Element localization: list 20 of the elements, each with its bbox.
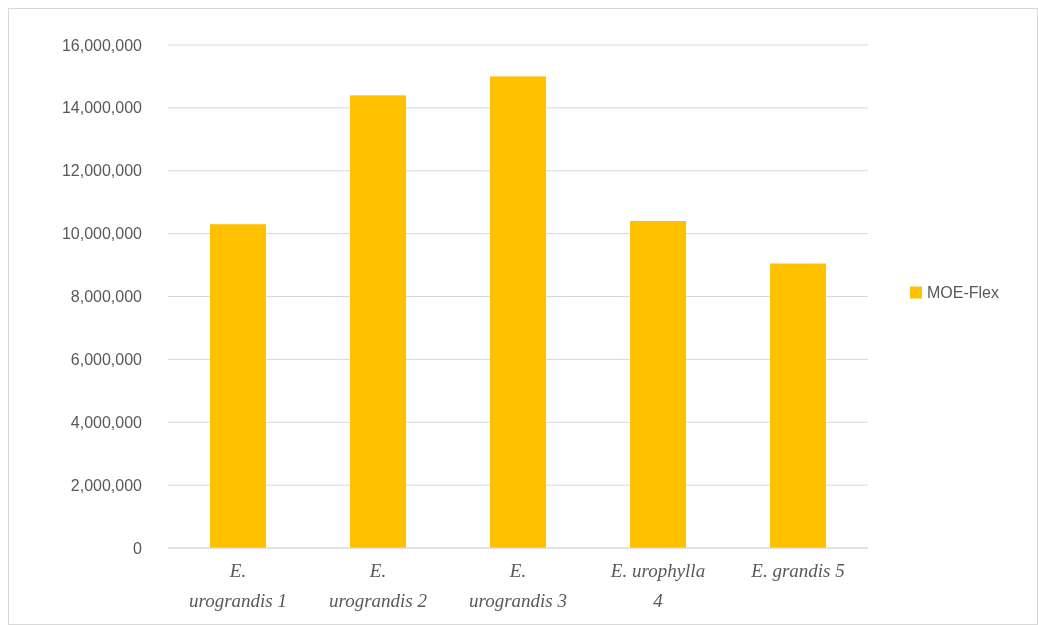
y-tick-label: 12,000,000 (61, 162, 143, 180)
y-tick-label: 14,000,000 (61, 99, 143, 117)
bar (210, 224, 266, 548)
x-tick-label: E. urograndis 2 (328, 560, 428, 611)
bar (630, 221, 686, 548)
y-tick-label: 0 (133, 539, 143, 557)
bar (350, 95, 406, 548)
y-tick-label: 4,000,000 (70, 413, 143, 431)
bar (770, 263, 826, 548)
x-tick-label: E. urograndis 1 (188, 560, 288, 611)
y-tick-label: 10,000,000 (61, 225, 143, 243)
legend-label: MOE-Flex (927, 284, 999, 302)
x-tick-label: E. urograndis 3 (468, 560, 568, 611)
y-tick-label: 2,000,000 (70, 476, 143, 494)
y-tick-label: 16,000,000 (61, 36, 143, 54)
bar (490, 76, 546, 548)
x-tick-label: E. grandis 5 (750, 560, 845, 581)
y-tick-label: 6,000,000 (70, 350, 143, 368)
y-tick-label: 8,000,000 (70, 288, 143, 306)
x-tick-label: E. urophylla 4 (609, 560, 706, 611)
